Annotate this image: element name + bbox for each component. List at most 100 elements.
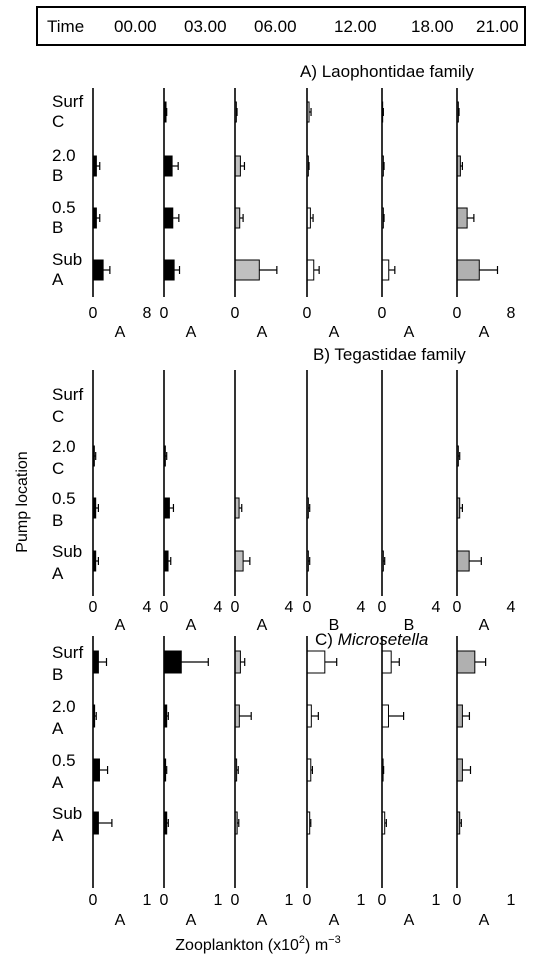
series-21.00: 0 1A <box>453 636 516 929</box>
panels: A) Laophontidae familySurfC2.0B0.5BSubA0… <box>52 62 516 929</box>
bar <box>92 758 100 782</box>
bar <box>456 550 470 572</box>
bar <box>163 650 182 674</box>
series-18.00: 0 1A <box>378 636 441 929</box>
time-0300: 03.00 <box>184 17 227 36</box>
category-label: 2.0 <box>52 437 76 456</box>
category-group-label: A <box>52 564 64 583</box>
bar <box>381 650 392 674</box>
series-06.00: 0A <box>231 88 278 341</box>
bar <box>234 650 241 674</box>
category-label: Sub <box>52 250 82 269</box>
significance-label: A <box>115 912 126 929</box>
category-label: Sub <box>52 804 82 823</box>
tick-label: 0 <box>89 892 98 909</box>
bar <box>456 704 463 728</box>
category-label: 0.5 <box>52 198 76 217</box>
series-18.00: 0A <box>378 88 415 341</box>
tick-label: 4 <box>143 599 152 616</box>
category-label: 2.0 <box>52 697 76 716</box>
time-1800: 18.00 <box>411 17 454 36</box>
panel-title: C) Microsetella <box>315 630 428 649</box>
category-group-label: A <box>52 270 64 289</box>
significance-label: A <box>404 324 415 341</box>
significance-label: A <box>404 912 415 929</box>
category-group-label: A <box>52 826 64 845</box>
significance-label: A <box>115 324 126 341</box>
category-group-label: C <box>52 407 64 426</box>
category-group-label: C <box>52 459 64 478</box>
tick-label: 1 <box>432 892 441 909</box>
significance-label: A <box>257 324 268 341</box>
panel-title-italic: Microsetella <box>338 630 429 649</box>
tick-label: 1 <box>357 892 366 909</box>
series-12.00: 0 1A <box>303 636 366 929</box>
tick-label: 1 <box>285 892 294 909</box>
panel-title-prefix: C) <box>315 630 338 649</box>
significance-label: A <box>257 617 268 634</box>
category-label: Sub <box>52 542 82 561</box>
tick-label: 0 <box>231 305 240 322</box>
series-12.00: 0 4B <box>303 370 366 634</box>
tick-label: 0 <box>453 305 462 322</box>
tick-label: 0 <box>378 599 387 616</box>
category-label: 0.5 <box>52 751 76 770</box>
series-21.00: 0 4A <box>453 370 516 634</box>
significance-label: A <box>479 912 490 929</box>
bar <box>163 207 174 229</box>
significance-label: A <box>186 617 197 634</box>
significance-label: A <box>186 912 197 929</box>
tick-label: 0 <box>453 599 462 616</box>
significance-label: B <box>329 617 340 634</box>
category-group-label: C <box>52 112 64 131</box>
series-03.00: 0A <box>160 88 197 341</box>
series-00.00: 0 1A <box>89 636 152 929</box>
time-1200: 12.00 <box>334 17 377 36</box>
significance-label: B <box>404 617 415 634</box>
tick-label: 0 <box>378 892 387 909</box>
tick-label: 4 <box>214 599 223 616</box>
tick-label: 0 <box>303 892 312 909</box>
bar <box>92 650 99 674</box>
tick-label: 8 <box>143 305 152 322</box>
category-group-label: A <box>52 719 64 738</box>
category-group-label: B <box>52 511 63 530</box>
tick-label: 1 <box>214 892 223 909</box>
bar <box>92 259 104 281</box>
tick-label: 0 <box>303 305 312 322</box>
x-axis-title-tail-sup: −3 <box>328 934 341 946</box>
tick-label: 0 <box>160 892 169 909</box>
tick-label: 1 <box>507 892 516 909</box>
significance-label: A <box>329 912 340 929</box>
series-00.00: 0 8A <box>89 88 152 341</box>
time-0600: 06.00 <box>254 17 297 36</box>
significance-label: A <box>479 617 490 634</box>
tick-label: 0 <box>231 599 240 616</box>
x-axis-title-sup: 2 <box>299 934 305 946</box>
bar <box>456 259 480 281</box>
series-06.00: 0 4A <box>231 370 294 634</box>
significance-label: A <box>479 324 490 341</box>
panel-title: A) Laophontidae family <box>300 62 474 81</box>
series-12.00: 0A <box>303 88 340 341</box>
bar <box>381 259 390 281</box>
bar <box>163 155 173 177</box>
category-group-label: B <box>52 665 63 684</box>
bar <box>306 650 326 674</box>
tick-label: 1 <box>143 892 152 909</box>
time-label: Time <box>47 17 85 36</box>
significance-label: A <box>329 324 340 341</box>
time-header: Time 00.00 03.00 06.00 12.00 18.00 21.00 <box>36 6 526 46</box>
tick-label: 0 <box>160 305 169 322</box>
significance-label: A <box>115 617 126 634</box>
tick-label: 0 <box>160 599 169 616</box>
significance-label: A <box>257 912 268 929</box>
bar <box>92 811 99 835</box>
tick-label: 4 <box>432 599 441 616</box>
bar <box>234 550 244 572</box>
series-21.00: 0 8A <box>453 88 516 341</box>
x-axis-title-main: Zooplankton (x10 <box>175 937 299 954</box>
